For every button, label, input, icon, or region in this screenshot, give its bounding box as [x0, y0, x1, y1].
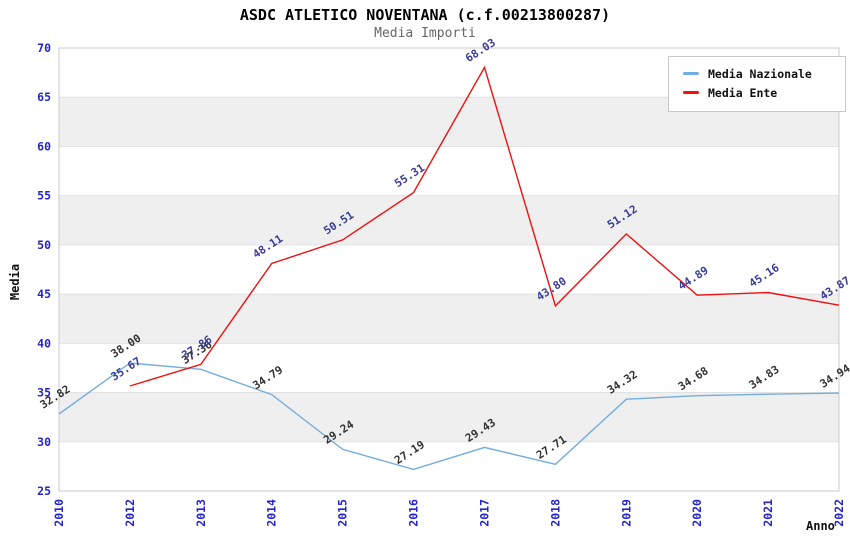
- legend-swatch: [683, 91, 699, 94]
- plot-band: [59, 392, 839, 442]
- x-tick-label: 2020: [690, 499, 704, 527]
- y-tick-label: 60: [37, 139, 51, 153]
- x-tick-label: 2012: [123, 499, 137, 527]
- x-axis-title: Anno: [806, 519, 835, 533]
- y-axis-title: Media: [8, 263, 22, 301]
- x-tick-label: 2016: [407, 499, 421, 527]
- x-tick-label: 2015: [336, 499, 350, 527]
- legend-label: Media Ente: [708, 85, 778, 100]
- chart-subtitle: Media Importi: [374, 26, 476, 41]
- y-tick-label: 45: [37, 287, 51, 301]
- legend: Media Nazionale Media Ente: [668, 56, 846, 112]
- y-tick-label: 25: [37, 484, 51, 498]
- plot-band: [59, 294, 839, 344]
- plot-band: [59, 195, 839, 245]
- y-tick-label: 55: [37, 189, 51, 203]
- x-tick-label: 2019: [619, 499, 633, 527]
- legend-swatch: [683, 72, 699, 75]
- plot-band: [59, 244, 839, 295]
- y-tick-label: 65: [37, 90, 51, 104]
- x-tick-label: 2013: [194, 499, 208, 527]
- plot-frame: [58, 47, 840, 492]
- legend-item-media-nazionale: Media Nazionale: [683, 64, 839, 83]
- legend-label: Media Nazionale: [708, 66, 812, 81]
- plot-band: [59, 441, 839, 491]
- y-tick-label: 40: [37, 336, 51, 350]
- y-tick-label: 35: [37, 386, 51, 400]
- x-tick-label: 2022: [832, 499, 846, 527]
- y-tick-label: 50: [37, 238, 51, 252]
- x-tick-label: 2014: [265, 499, 279, 527]
- plot-band: [59, 146, 839, 196]
- chart-title: ASDC ATLETICO NOVENTANA (c.f.00213800287…: [239, 6, 611, 24]
- legend-item-media-ente: Media Ente: [683, 83, 839, 102]
- x-tick-label: 2018: [548, 499, 562, 527]
- x-tick-label: 2017: [477, 499, 491, 527]
- y-tick-label: 70: [37, 41, 51, 55]
- x-tick-label: 2021: [761, 499, 775, 527]
- plot-band: [59, 343, 839, 393]
- y-tick-label: 30: [37, 435, 51, 449]
- x-tick-label: 2010: [52, 499, 66, 527]
- series-line-media-ente: [129, 65, 840, 387]
